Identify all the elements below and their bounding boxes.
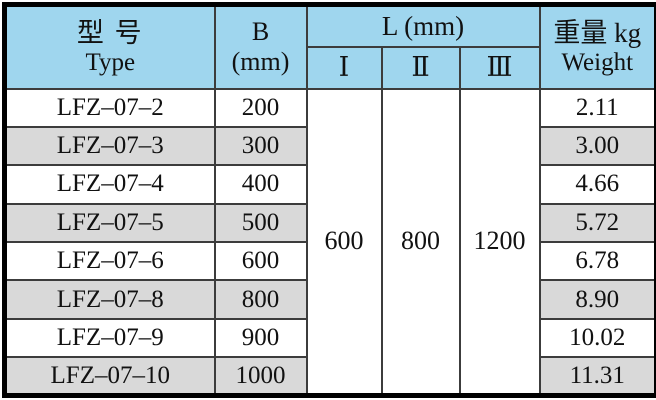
table-row: LFZ–07–8 800 8.90 [3,279,656,320]
table-header: 型 号 Type B (mm) L (mm) 重量 kg Weight Ⅰ Ⅱ … [3,3,656,90]
cell-weight: 10.02 [538,317,656,359]
header-type: 型 号 Type [3,3,216,90]
table-row: LFZ–07–6 600 6.78 [3,240,656,282]
header-weight: 重量 kg Weight [538,3,656,90]
cell-type: LFZ–07–10 [3,356,216,397]
cell-b: 1000 [213,356,308,397]
cell-l-3: 1200 [458,87,541,397]
cell-type: LFZ–07–4 [3,164,216,205]
cell-b: 400 [213,164,308,205]
cell-type: LFZ–07–2 [3,87,216,128]
cell-l-1: 600 [305,87,383,397]
cell-weight: 11.31 [538,356,656,397]
table-row: LFZ–07–9 900 10.02 [3,317,656,359]
cell-b: 300 [213,125,308,167]
header-l: L (mm) [305,3,541,48]
cell-b: 800 [213,279,308,320]
cell-type: LFZ–07–5 [3,202,216,244]
header-l-sub-1: Ⅰ [305,45,383,90]
header-type-en: Type [85,49,136,77]
table-row: LFZ–07–2 200 600 800 1200 2.11 [3,87,656,397]
cell-weight: 2.11 [538,87,656,128]
header-b-symbol: B [251,17,270,47]
cell-type: LFZ–07–6 [3,240,216,282]
header-weight-en: Weight [561,49,634,77]
cell-weight: 3.00 [538,125,656,167]
cell-type: LFZ–07–9 [3,317,216,359]
cell-type: LFZ–07–8 [3,279,216,320]
header-l-sub-3: Ⅲ [458,45,541,90]
cell-weight: 4.66 [538,164,656,205]
header-l-sub-2: Ⅱ [380,45,461,90]
header-b: B (mm) [213,3,308,90]
cell-weight: 8.90 [538,279,656,320]
header-weight-zh: 重量 kg [553,17,642,48]
table-body: LFZ–07–2 200 600 800 1200 2.11 LFZ–07–3 300 3.00… [3,87,656,397]
header-b-unit: (mm) [231,47,290,77]
cell-b: 500 [213,202,308,244]
table-row: LFZ–07–10 1000 11.31 [3,356,656,397]
cell-l-2: 800 [380,87,461,397]
cell-b: 900 [213,317,308,359]
table-row: LFZ–07–3 300 3.00 [3,125,656,167]
header-type-zh: 型 号 [76,17,144,48]
cell-weight: 6.78 [538,240,656,282]
table-row: LFZ–07–4 400 4.66 [3,164,656,205]
table-row: LFZ–07–5 500 5.72 [3,202,656,244]
cell-type: LFZ–07–3 [3,125,216,167]
cell-weight: 5.72 [538,202,656,244]
cell-b: 200 [213,87,308,128]
cell-b: 600 [213,240,308,282]
